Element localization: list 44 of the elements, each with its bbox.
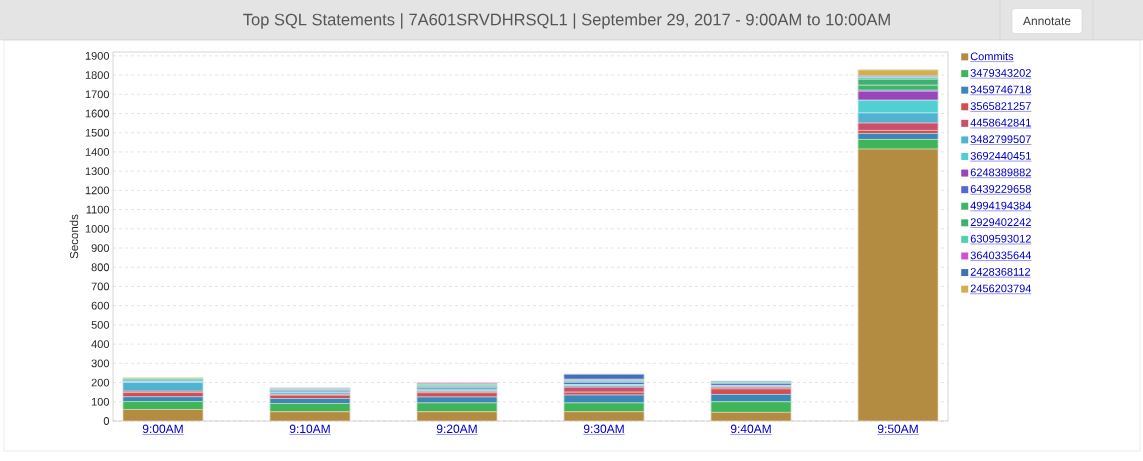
legend-label: 4994194384: [970, 201, 1032, 210]
x-tick-label: 9:00AM: [142, 424, 183, 434]
y-tick-label: 100: [91, 397, 110, 406]
legend-label: 6248389882: [970, 168, 1031, 177]
y-tick-label: 1200: [85, 186, 110, 195]
y-tick-label: 900: [91, 244, 110, 252]
y-tick-label: 700: [91, 282, 110, 291]
y-tick-label: 1900: [85, 51, 110, 60]
y-tick-label: 1700: [85, 90, 110, 99]
y-tick-label: 1100: [86, 205, 110, 214]
text: Annotate: [1023, 16, 1071, 26]
y-tick-label: 800: [91, 263, 110, 272]
y-tick-label: 400: [91, 340, 110, 349]
x-tick-label: 9:30AM: [583, 424, 624, 434]
legend-label: 4458642841: [970, 118, 1031, 127]
y-tick-label: 0: [103, 417, 110, 425]
legend-label: 2456203794: [970, 284, 1032, 293]
y-tick-label: 1800: [85, 71, 110, 79]
x-tick-label: 9:20AM: [436, 424, 477, 434]
y-tick-label: 1600: [85, 109, 110, 118]
x-tick-label: 9:10AM: [289, 424, 330, 434]
y-tick-label: 300: [91, 359, 110, 368]
y-tick-label: 1000: [85, 224, 110, 233]
legend-label: 2929402242: [970, 218, 1031, 227]
chart-title: Top SQL Statements | 7A601SRVDHRSQL1 | September 29, 2017 - 9:00AM to 10:00AM: [243, 13, 890, 29]
y-tick-label: 600: [91, 301, 110, 310]
legend-label: 3479343202: [970, 69, 1031, 77]
y-tick-label: 500: [91, 321, 110, 329]
legend-label: 3692440451: [970, 151, 1031, 160]
legend-label: 3565821257: [970, 102, 1031, 110]
legend-label: 3459746718: [970, 85, 1031, 94]
x-tick-label: 9:40AM: [730, 424, 771, 434]
y-tick-label: 200: [91, 378, 110, 387]
y-tick-label: 1400: [85, 148, 110, 156]
y-tick-label: 1300: [85, 167, 110, 176]
legend-label: 3482799507: [970, 135, 1031, 144]
legend-label: 3640335644: [970, 251, 1032, 260]
legend-label: 6309593012: [970, 234, 1031, 243]
x-tick-label: 9:50AM: [877, 424, 918, 434]
legend-label: 6439229658: [970, 185, 1031, 193]
y-tick-label: 1500: [85, 128, 110, 137]
legend-label: Commits: [970, 52, 1014, 61]
y-axis-title: Seconds: [69, 214, 79, 259]
legend-label: 2428368112: [970, 267, 1031, 276]
